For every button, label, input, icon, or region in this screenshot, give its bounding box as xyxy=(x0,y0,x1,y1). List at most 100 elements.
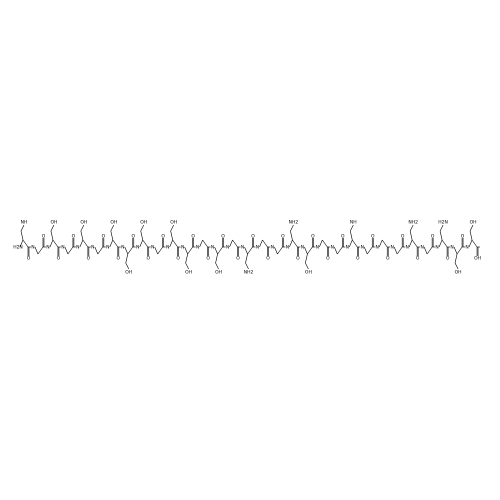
carbonyl-label: O xyxy=(102,234,106,240)
side-chain-label: OH xyxy=(110,220,117,226)
bond xyxy=(304,246,308,255)
bond xyxy=(247,246,253,255)
amide-label: N xyxy=(346,245,349,251)
side-chain-label: NH xyxy=(21,220,28,226)
bond xyxy=(307,246,313,255)
carbonyl-label: O xyxy=(72,234,76,240)
bond xyxy=(363,246,368,255)
bond xyxy=(349,239,353,248)
bond xyxy=(245,253,248,264)
carbonyl-label: O xyxy=(251,234,255,240)
bond xyxy=(454,262,459,270)
bond xyxy=(215,262,219,270)
bond xyxy=(97,246,104,255)
bond xyxy=(305,253,308,264)
bond xyxy=(334,246,338,255)
bond xyxy=(290,224,294,232)
bond xyxy=(187,246,193,255)
bond xyxy=(229,239,233,248)
amide-label: N xyxy=(376,245,379,251)
amide-label: N xyxy=(91,245,94,251)
bond xyxy=(140,230,144,241)
side-chain-label: OH xyxy=(185,270,192,276)
bond xyxy=(426,246,433,255)
amide-label: N xyxy=(420,245,423,251)
bond xyxy=(109,239,114,248)
side-chain-label: H2N xyxy=(438,220,448,226)
side-chain-label: OH xyxy=(215,270,222,276)
bond xyxy=(202,239,208,248)
bond xyxy=(396,246,403,255)
side-chain-label: OH xyxy=(50,220,57,226)
bond xyxy=(305,262,309,270)
side-chain-label: OH xyxy=(125,270,132,276)
side-chain-label: OH xyxy=(305,270,312,276)
amide-label: N xyxy=(465,245,468,251)
bond xyxy=(262,239,268,248)
bond xyxy=(170,230,173,241)
bond xyxy=(319,239,323,248)
bond xyxy=(381,239,388,248)
amide-label: N xyxy=(106,245,109,251)
bond xyxy=(172,239,178,248)
bond xyxy=(79,239,84,248)
bond xyxy=(441,239,448,248)
bond xyxy=(199,239,203,248)
bond xyxy=(393,246,398,255)
bond xyxy=(64,246,69,255)
carbonyl-label: OH xyxy=(474,256,481,262)
bond xyxy=(125,262,130,270)
bond xyxy=(20,230,24,241)
bond xyxy=(378,239,383,248)
bond xyxy=(290,230,293,241)
carbonyl-label: O xyxy=(266,256,270,262)
carbonyl-label: O xyxy=(296,256,300,262)
carbonyl-label: O xyxy=(27,256,31,262)
carbonyl-label: O xyxy=(431,234,435,240)
amide-label: N xyxy=(331,245,334,251)
bond xyxy=(50,230,54,241)
amide-label: N xyxy=(31,245,34,251)
bond xyxy=(453,246,458,255)
carbonyl-label: O xyxy=(311,234,315,240)
carbonyl-label: O xyxy=(386,256,390,262)
bond xyxy=(52,239,59,248)
bond xyxy=(245,262,249,270)
carbonyl-label: O xyxy=(236,256,240,262)
bond xyxy=(439,230,443,241)
carbonyl-label: O xyxy=(57,256,61,262)
bond xyxy=(184,246,188,255)
bond xyxy=(34,246,39,255)
carbonyl-label: O xyxy=(221,234,225,240)
amide-label: N xyxy=(181,245,184,251)
bond xyxy=(22,239,29,248)
bond xyxy=(37,246,44,255)
carbonyl-label: O xyxy=(356,256,360,262)
bond xyxy=(409,230,413,241)
bond xyxy=(468,239,473,248)
bond xyxy=(349,230,353,241)
bond xyxy=(469,224,474,232)
bond xyxy=(454,253,458,264)
bond xyxy=(112,239,119,248)
carbonyl-label: O xyxy=(461,234,465,240)
bond xyxy=(471,239,478,248)
carbonyl-label: O xyxy=(117,256,121,262)
carbonyl-label: O xyxy=(87,256,91,262)
bond xyxy=(232,239,238,248)
amide-label: N xyxy=(450,245,453,251)
bond xyxy=(50,224,55,232)
bond xyxy=(277,246,283,255)
amide-label: N xyxy=(435,245,438,251)
side-chain-label: NH2 xyxy=(289,220,299,226)
bond xyxy=(456,246,463,255)
side-chain-label: OH xyxy=(455,270,462,276)
bond xyxy=(19,239,24,248)
amide-label: N xyxy=(226,245,229,251)
bond xyxy=(439,224,444,232)
bond xyxy=(352,239,358,248)
bond xyxy=(80,230,84,241)
carbonyl-label: O xyxy=(191,234,195,240)
amide-label: N xyxy=(166,245,169,251)
